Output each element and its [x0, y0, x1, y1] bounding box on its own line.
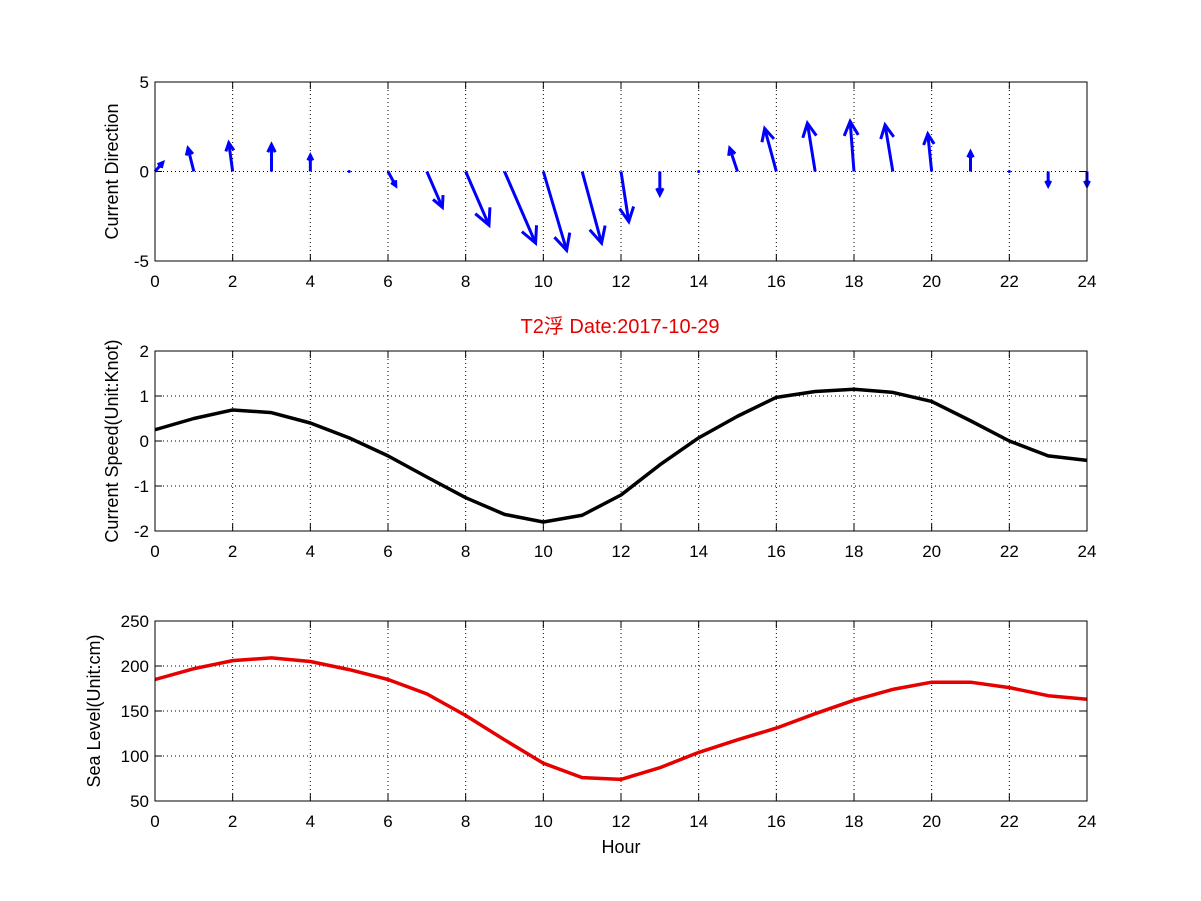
direction-arrow: [922, 130, 936, 172]
direction-arrow: [464, 170, 492, 229]
x-tick-label: 14: [689, 812, 708, 831]
x-tick-label: 4: [306, 272, 315, 291]
x-tick-label: 8: [461, 542, 470, 561]
x-tick-label: 2: [228, 272, 237, 291]
x-tick-label: 14: [689, 272, 708, 291]
series-line: [154, 656, 1088, 782]
direction-arrow: [727, 145, 739, 172]
x-tick-label: 16: [767, 542, 786, 561]
direction-arrow: [153, 160, 165, 173]
y-tick-label: 200: [121, 657, 149, 676]
x-axis-label: Hour: [601, 837, 640, 857]
x-tick-label: 18: [845, 542, 864, 561]
x-tick-label: 0: [150, 812, 159, 831]
x-tick-label: 12: [612, 812, 631, 831]
y-axis-label: Sea Level(Unit:cm): [84, 634, 104, 787]
y-tick-label: 0: [140, 163, 149, 182]
direction-arrow: [760, 125, 778, 172]
x-tick-label: 8: [461, 812, 470, 831]
direction-arrow: [224, 139, 236, 172]
y-tick-label: -1: [134, 477, 149, 496]
x-tick-label: 12: [612, 542, 631, 561]
y-tick-label: -2: [134, 522, 149, 541]
series-line: [154, 387, 1088, 524]
x-tick-label: 24: [1078, 812, 1097, 831]
x-tick-label: 24: [1078, 542, 1097, 561]
x-tick-label: 4: [306, 812, 315, 831]
x-tick-label: 0: [150, 272, 159, 291]
y-axis-label: Current Speed(Unit:Knot): [102, 339, 122, 542]
x-tick-label: 10: [534, 542, 553, 561]
direction-arrow: [266, 141, 277, 172]
x-tick-label: 16: [767, 812, 786, 831]
y-tick-label: 150: [121, 702, 149, 721]
x-tick-label: 10: [534, 812, 553, 831]
y-tick-label: 2: [140, 342, 149, 361]
direction-arrow: [697, 170, 701, 173]
direction-arrow: [184, 144, 196, 172]
direction-arrow: [618, 171, 636, 225]
direction-arrow: [966, 148, 975, 172]
x-tick-label: 2: [228, 542, 237, 561]
direction-arrow: [386, 170, 398, 189]
x-tick-label: 18: [845, 812, 864, 831]
x-tick-label: 22: [1000, 272, 1019, 291]
x-tick-label: 22: [1000, 812, 1019, 831]
y-tick-label: 250: [121, 612, 149, 631]
x-tick-label: 0: [150, 542, 159, 561]
direction-arrow: [425, 170, 445, 211]
x-tick-label: 24: [1078, 272, 1097, 291]
y-tick-label: 1: [140, 387, 149, 406]
x-tick-label: 6: [383, 542, 392, 561]
direction-arrow: [1007, 170, 1011, 173]
y-tick-label: 50: [130, 792, 149, 811]
direction-arrow: [541, 171, 572, 254]
x-tick-label: 6: [383, 272, 392, 291]
x-tick-label: 14: [689, 542, 708, 561]
x-tick-label: 16: [767, 272, 786, 291]
y-axis-label: Current Direction: [102, 103, 122, 239]
direction-arrow: [842, 118, 860, 172]
x-tick-label: 6: [383, 812, 392, 831]
direction-arrow: [347, 170, 351, 173]
direction-arrow: [879, 121, 895, 172]
x-tick-label: 22: [1000, 542, 1019, 561]
x-tick-label: 2: [228, 812, 237, 831]
x-tick-label: 20: [922, 542, 941, 561]
direction-arrow: [801, 119, 818, 172]
direction-arrow: [306, 152, 315, 172]
x-tick-label: 12: [612, 272, 631, 291]
y-tick-label: 100: [121, 747, 149, 766]
x-tick-label: 20: [922, 812, 941, 831]
y-tick-label: 0: [140, 432, 149, 451]
direction-arrow: [580, 171, 607, 247]
x-tick-label: 10: [534, 272, 553, 291]
x-tick-label: 4: [306, 542, 315, 561]
x-tick-label: 18: [845, 272, 864, 291]
x-tick-label: 8: [461, 272, 470, 291]
direction-arrow: [655, 171, 665, 199]
chart-title: T2浮 Date:2017-10-29: [520, 315, 719, 338]
direction-arrow: [1044, 171, 1053, 190]
y-tick-label: -5: [134, 252, 149, 271]
direction-arrow: [503, 170, 539, 247]
y-tick-label: 5: [140, 73, 149, 92]
x-tick-label: 20: [922, 272, 941, 291]
